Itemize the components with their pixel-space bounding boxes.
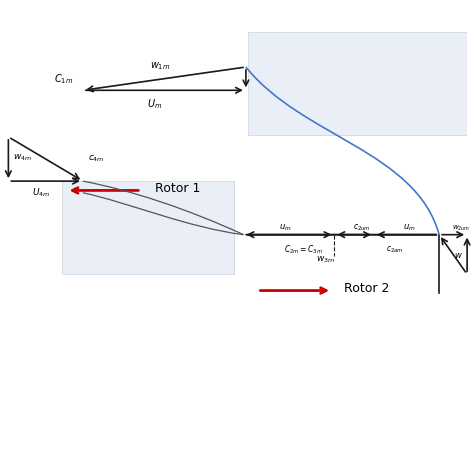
Text: $U_m$: $U_m$ — [147, 97, 163, 111]
Text: $w_{3m}$: $w_{3m}$ — [316, 255, 335, 265]
Text: Rotor 1: Rotor 1 — [155, 182, 201, 195]
Text: $u_m$: $u_m$ — [279, 223, 292, 233]
Text: Rotor 2: Rotor 2 — [344, 282, 389, 295]
Text: $c_{2am}$: $c_{2am}$ — [386, 245, 404, 255]
FancyBboxPatch shape — [62, 181, 234, 274]
Text: $C_{2m}=C_{3m}$: $C_{2m}=C_{3m}$ — [284, 243, 323, 255]
Text: $w_{4m}$: $w_{4m}$ — [13, 153, 32, 163]
Text: $w$: $w$ — [454, 251, 463, 260]
Text: $U_{4m}$: $U_{4m}$ — [32, 187, 50, 199]
Text: $w_{2um}$: $w_{2um}$ — [452, 224, 471, 233]
Text: $w_{1m}$: $w_{1m}$ — [149, 60, 170, 72]
Text: $C_{1m}$: $C_{1m}$ — [55, 72, 73, 85]
Text: $c_{2um}$: $c_{2um}$ — [353, 223, 371, 233]
Text: $c_{4m}$: $c_{4m}$ — [88, 154, 104, 164]
FancyBboxPatch shape — [248, 32, 467, 135]
Text: $u_m$: $u_m$ — [402, 223, 415, 233]
